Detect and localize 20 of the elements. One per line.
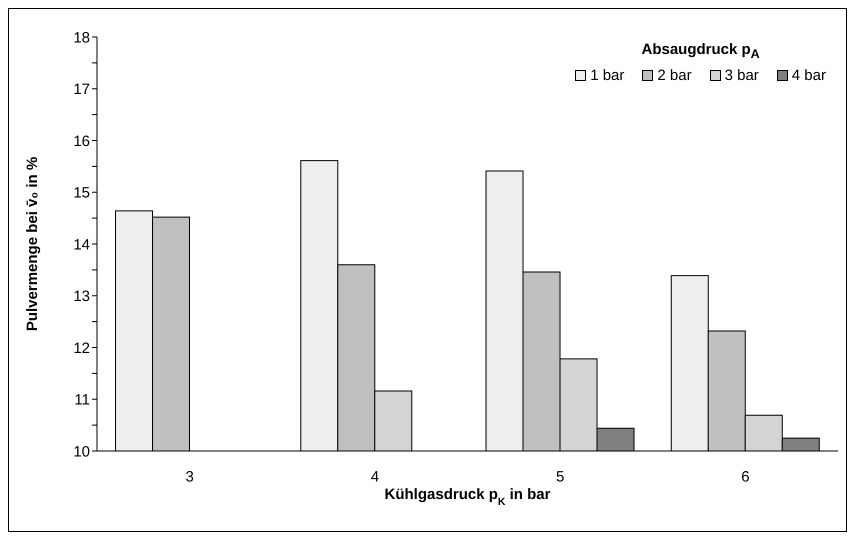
y-tick-label: 14	[73, 236, 90, 254]
y-tick-label: 10	[73, 443, 90, 460]
legend-label: 2 bar	[657, 67, 692, 84]
y-tick-label: 13	[73, 288, 90, 306]
x-tick-label: 3	[185, 468, 194, 486]
y-tick-label: 12	[73, 340, 90, 357]
x-tick-label: 4	[370, 468, 380, 486]
x-axis-title: Kühlgasdruck p$_{K}$ in bar	[384, 486, 551, 508]
legend-label: 1 bar	[590, 67, 624, 84]
y-axis-title: Pulvermenge bei v̄₀ in %	[24, 156, 41, 332]
y-tick-label: 11	[74, 392, 90, 409]
y-tick-label: 16	[73, 132, 90, 150]
x-tick-label: 5	[556, 468, 564, 486]
x-tick-label: 6	[741, 468, 750, 486]
legend-label: 3 bar	[724, 67, 759, 84]
legend-label: 4 bar	[792, 67, 826, 84]
y-tick-label: 15	[73, 184, 90, 202]
y-tick-label: 17	[73, 81, 90, 98]
y-tick-label: 18	[73, 29, 90, 46]
legend-title: Absaugdruck p$_{A}$	[640, 41, 761, 61]
